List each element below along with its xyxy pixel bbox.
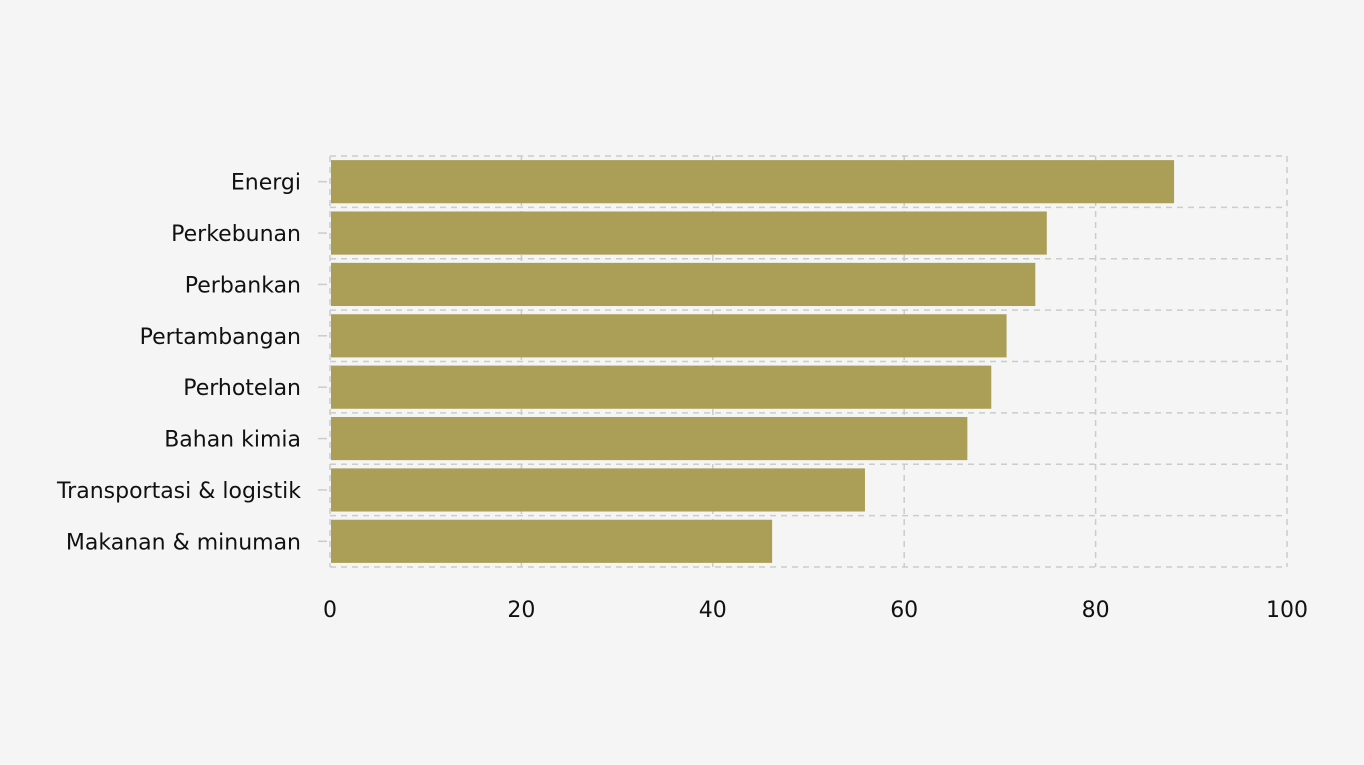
category-label: Perkebunan xyxy=(171,222,301,247)
bar xyxy=(331,519,773,563)
category-label: Transportasi & logistik xyxy=(56,479,301,504)
category-labels: Energi Perkebunan Perbankan Pertambangan Per… xyxy=(56,171,327,555)
grid-lines xyxy=(329,155,1288,568)
x-tick-label: 40 xyxy=(699,598,727,623)
category-label: Pertambangan xyxy=(140,325,301,350)
bar xyxy=(331,314,1007,358)
category-label: Makanan & minuman xyxy=(66,530,301,555)
x-tick-labels: 0 20 40 60 80 100 xyxy=(323,598,1308,623)
bar xyxy=(331,211,1047,255)
bar xyxy=(331,416,968,461)
bar xyxy=(331,262,1036,307)
x-tick-label: 60 xyxy=(890,598,918,623)
category-label: Energi xyxy=(231,171,301,196)
bar xyxy=(331,365,992,409)
bars xyxy=(331,160,1175,563)
category-label: Perhotelan xyxy=(183,376,301,401)
category-label: Perbankan xyxy=(185,273,301,298)
x-tick-label: 20 xyxy=(507,598,535,623)
x-tick-label: 0 xyxy=(323,598,337,623)
x-tick-label: 100 xyxy=(1266,598,1308,623)
bar xyxy=(331,160,1175,204)
x-tick-label: 80 xyxy=(1082,598,1110,623)
category-label: Bahan kimia xyxy=(164,428,301,453)
bar xyxy=(331,468,865,512)
